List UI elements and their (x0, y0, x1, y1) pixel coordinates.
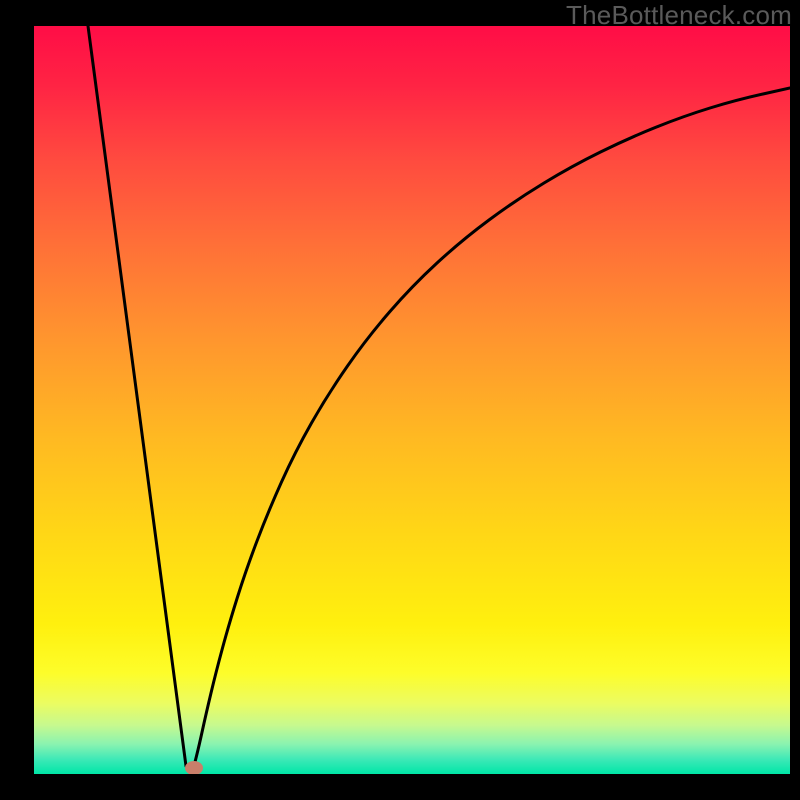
border-bottom (0, 774, 800, 800)
curve-layer (34, 26, 790, 774)
watermark-text: TheBottleneck.com (566, 0, 792, 31)
bottleneck-curve (88, 26, 790, 766)
optimum-marker (185, 761, 203, 774)
plot-area (34, 26, 790, 774)
border-right (790, 0, 800, 800)
border-left (0, 0, 34, 800)
